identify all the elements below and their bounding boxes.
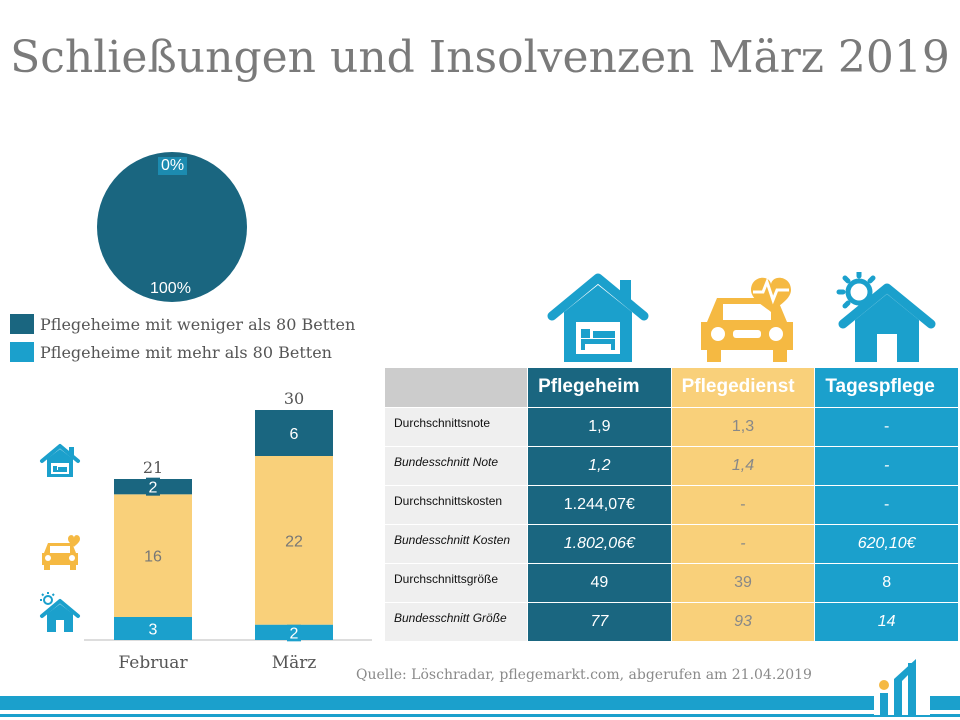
data-label: 2 [290, 625, 299, 642]
row-label: Bundesschnitt Note [385, 446, 529, 486]
table-row: Bundesschnitt Größe 77 93 14 [385, 602, 959, 642]
table-header-tagespflege: Tagespflege [814, 368, 959, 408]
table-cell: - [671, 524, 816, 564]
row-label: Durchschnittsgröße [385, 563, 529, 603]
total-label: 30 [284, 389, 304, 408]
row-label: Bundesschnitt Größe [385, 602, 529, 642]
data-label: 3 [149, 622, 158, 639]
total-label: 21 [143, 458, 163, 477]
legend-item: Pflegeheime mit weniger als 80 Betten [10, 310, 355, 338]
table-row: Bundesschnitt Kosten 1.802,06€ - 620,10€ [385, 524, 959, 564]
table-cell: 1,2 [527, 446, 672, 486]
table-cell: - [814, 407, 959, 447]
table-corner [385, 368, 529, 408]
table-cell: 14 [814, 602, 959, 642]
table-cell: 1,3 [671, 407, 816, 447]
row-label: Bundesschnitt Kosten [385, 524, 529, 564]
row-label: Durchschnittsnote [385, 407, 529, 447]
table-cell: 77 [527, 602, 672, 642]
data-label: 22 [285, 533, 303, 550]
table-header-row: Pflegeheim Pflegedienst Tagespflege [385, 368, 959, 408]
pie-slice-majority [97, 152, 247, 302]
category-label: Februar [118, 653, 188, 673]
comparison-table: Pflegeheim Pflegedienst Tagespflege Durc… [385, 368, 959, 642]
table-cell: 1.802,06€ [527, 524, 672, 564]
table-header-pflegedienst: Pflegedienst [671, 368, 816, 408]
data-label: 6 [290, 426, 299, 443]
data-label: 2 [149, 480, 158, 497]
table-cell: - [814, 446, 959, 486]
table-cell: 49 [527, 563, 672, 603]
source-note: Quelle: Löschradar, pflegemarkt.com, abg… [356, 667, 812, 683]
footer-line [0, 714, 960, 717]
home-sun-icon [40, 592, 80, 632]
bar-segment [114, 617, 192, 640]
data-label-bg [287, 623, 301, 642]
table-row: Durchschnittsnote 1,9 1,3 - [385, 407, 959, 447]
table-cell: 93 [671, 602, 816, 642]
home-bed-icon [547, 273, 649, 362]
brand-logo [874, 655, 930, 715]
table-row: Durchschnittsgröße 49 39 8 [385, 563, 959, 603]
category-label: März [272, 653, 317, 673]
legend-label: Pflegeheime mit mehr als 80 Betten [40, 342, 332, 362]
table-cell: 1,4 [671, 446, 816, 486]
pie-chart: 0% 100% [97, 152, 247, 302]
table-cell: 1,9 [527, 407, 672, 447]
car-heart-icon [701, 277, 793, 362]
bar-segment [255, 410, 333, 456]
table-header-pflegeheim: Pflegeheim [527, 368, 672, 408]
row-label: Durchschnittskosten [385, 485, 529, 525]
legend-item: Pflegeheime mit mehr als 80 Betten [10, 338, 355, 366]
car-heart-icon [42, 535, 80, 570]
bar-segment [114, 494, 192, 617]
table-row: Bundesschnitt Note 1,2 1,4 - [385, 446, 959, 486]
table-cell: - [671, 485, 816, 525]
table-row: Durchschnittskosten 1.244,07€ - - [385, 485, 959, 525]
data-label: 16 [144, 549, 162, 566]
table-cell: 620,10€ [814, 524, 959, 564]
home-bed-icon [40, 444, 80, 477]
legend-label: Pflegeheime mit weniger als 80 Betten [40, 314, 356, 334]
bar-segment [255, 456, 333, 625]
data-label-bg [146, 477, 160, 496]
table-cell: - [814, 485, 959, 525]
home-sun-icon [836, 272, 936, 362]
table-cell: 39 [671, 563, 816, 603]
pie-label-bottom: 100% [150, 280, 191, 297]
table-cell: 1.244,07€ [527, 485, 672, 525]
legend-swatch [10, 314, 34, 334]
pie-legend: Pflegeheime mit weniger als 80 Betten Pf… [10, 310, 355, 366]
page-title: Schließungen und Insolvenzen März 2019 [10, 32, 950, 83]
footer-bar [0, 696, 960, 710]
table-cell: 8 [814, 563, 959, 603]
legend-swatch [10, 342, 34, 362]
pie-label-top: 0% [158, 157, 188, 175]
